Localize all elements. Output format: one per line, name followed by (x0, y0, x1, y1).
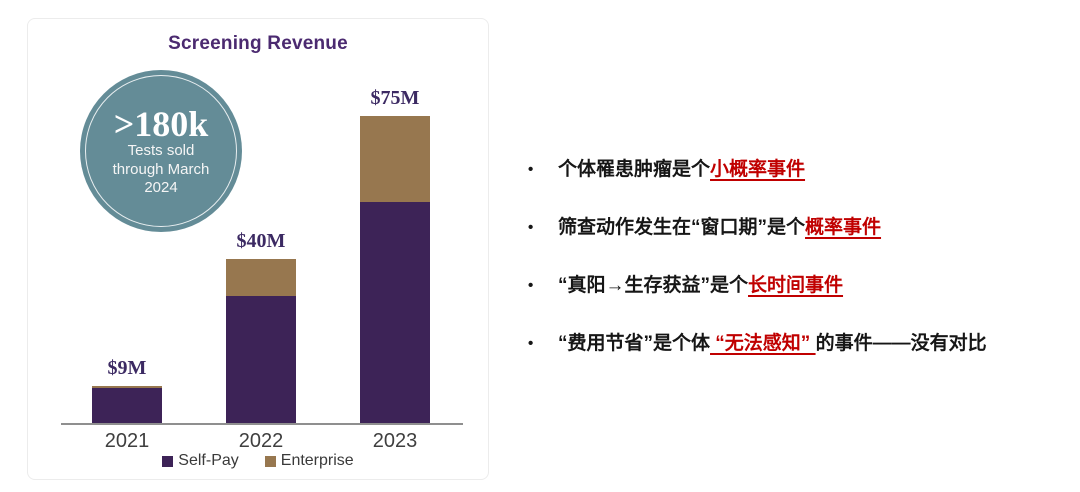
tests-sold-badge: >180k Tests sold through March 2024 (80, 70, 242, 232)
bullet-4-tail-text: 的事件——没有对比 (815, 333, 987, 354)
screening-revenue-card: Screening Revenue >180k Tests sold throu… (27, 18, 489, 480)
chart-legend: Self-Pay Enterprise (28, 452, 488, 470)
legend-swatch-enterprise (264, 455, 276, 467)
bar-segment-enterprise-2023 (360, 116, 430, 203)
bullet-4-black-text: “费用节省”是个体 (558, 333, 711, 354)
bullet-marker: • (528, 335, 534, 352)
bar-total-label-2023: $75M (370, 87, 420, 110)
bar-segment-self-pay-2021 (92, 388, 162, 423)
bar-segment-self-pay-2022 (226, 296, 296, 423)
legend-item-self-pay: Self-Pay (162, 452, 239, 470)
bullet-1-black-text: 个体罹患肿瘤是个 (558, 159, 711, 180)
bullet-text-4: “费用节省”是个体 “无法感知” 的事件——没有对比 (558, 331, 987, 356)
x-axis-line (61, 423, 463, 425)
bullet-text-2: 筛查动作发生在“窗口期”是个概率事件 (558, 215, 881, 240)
bar-chart: $9M 2021 $40M 2022 $75M 2023 (28, 19, 488, 479)
bar-segment-enterprise-2022 (226, 259, 296, 297)
bullet-2-black-text: 筛查动作发生在“窗口期”是个 (558, 217, 806, 238)
bar-segment-enterprise-2021 (92, 386, 162, 389)
bullet-item-1: • 个体罹患肿瘤是个小概率事件 (528, 157, 1080, 182)
bullet-text-3: “真阳→生存获益”是个长时间事件 (558, 273, 843, 298)
bullet-1-red-text: 小概率事件 (710, 159, 806, 180)
bullet-marker: • (528, 219, 534, 236)
bullet-text-1: 个体罹患肿瘤是个小概率事件 (558, 157, 805, 182)
legend-item-enterprise: Enterprise (264, 452, 354, 470)
bullet-marker: • (528, 277, 534, 294)
x-axis-label-2023: 2023 (372, 430, 418, 452)
x-axis-label-2021: 2021 (104, 430, 150, 452)
bar-total-label-2022: $40M (236, 230, 286, 253)
x-axis-label-2022: 2022 (238, 430, 284, 452)
legend-label-enterprise: Enterprise (280, 452, 354, 469)
bullet-item-4: • “费用节省”是个体 “无法感知” 的事件——没有对比 (528, 331, 1080, 356)
bullet-3-black-text: “真阳→生存获益”是个 (558, 275, 749, 296)
bullet-4-red-text: “无法感知” (710, 333, 816, 354)
legend-label-self-pay: Self-Pay (178, 452, 239, 469)
bullet-list: • 个体罹患肿瘤是个小概率事件 • 筛查动作发生在“窗口期”是个概率事件 • “… (528, 157, 1080, 389)
bullet-marker: • (528, 161, 534, 178)
bullet-item-3: • “真阳→生存获益”是个长时间事件 (528, 273, 1080, 298)
legend-swatch-self-pay (162, 455, 174, 467)
bullet-3-red-text: 长时间事件 (748, 275, 844, 296)
bullet-2-red-text: 概率事件 (805, 217, 882, 238)
bar-segment-self-pay-2023 (360, 202, 430, 423)
chart-title: Screening Revenue (168, 33, 348, 54)
bar-total-label-2021: $9M (107, 357, 147, 380)
bullet-item-2: • 筛查动作发生在“窗口期”是个概率事件 (528, 215, 1080, 240)
